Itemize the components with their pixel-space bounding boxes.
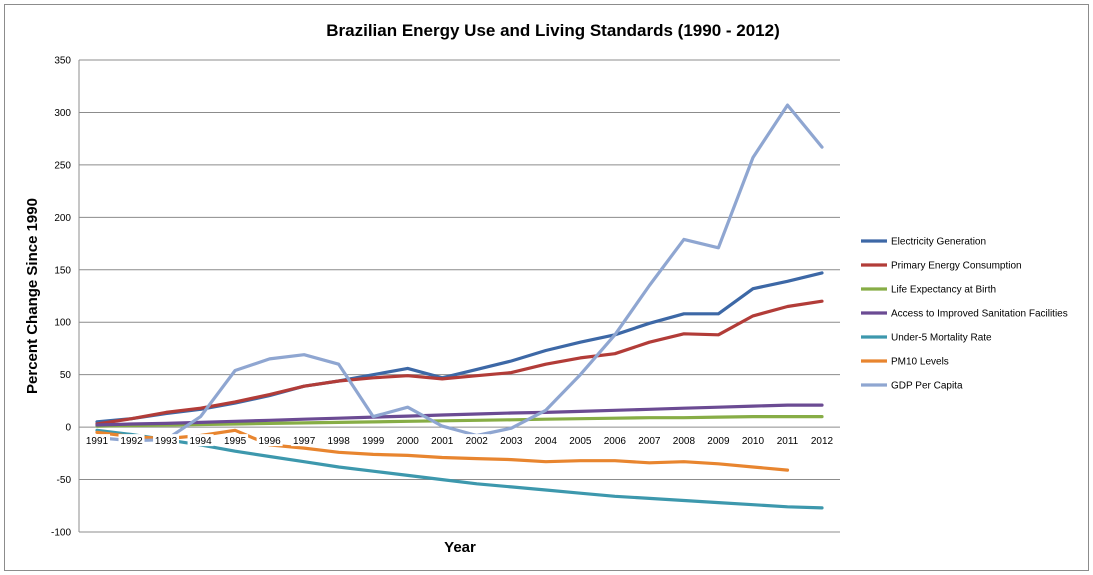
x-axis-ticks: 1991 1992 1993 1994 1995 1996 1997 1998 1999 2000… (84, 434, 835, 447)
x-tick-label-bg (84, 434, 110, 447)
legend-label: Access to Improved Sanitation Facilities (891, 309, 1068, 320)
y-axis-ticks: -100 -50 0 50 100 150 200 250 300 350 (51, 56, 71, 539)
series-line (95, 299, 824, 426)
x-tick-label: 2004 (535, 436, 558, 447)
x-tick-label-bg (498, 434, 525, 447)
x-tick-label-bg (394, 434, 421, 447)
x-tick-label: 2009 (707, 436, 730, 447)
legend-label: Under-5 Mortality Rate (891, 333, 992, 344)
legend-label: GDP Per Capita (891, 381, 963, 392)
x-tick-label: 2011 (777, 436, 799, 447)
x-tick-label-bg (532, 434, 559, 447)
x-tick-label: 1998 (328, 436, 351, 447)
series-line (95, 103, 824, 443)
y-tick-label: 300 (54, 108, 71, 119)
x-tick-label: 2005 (569, 436, 592, 447)
x-tick-label: 2007 (638, 436, 661, 447)
chart-frame: Brazilian Energy Use and Living Standard… (4, 4, 1089, 571)
legend-label: Primary Energy Consumption (891, 261, 1022, 272)
x-tick-label: 1996 (258, 436, 281, 447)
x-tick-label-bg (705, 434, 732, 447)
legend: Electricity Generation Primary Energy Con… (861, 237, 1068, 392)
x-tick-label: 1999 (362, 436, 385, 447)
legend-label: PM10 Levels (891, 357, 949, 368)
x-tick-label: 2012 (811, 436, 834, 447)
line-chart: Brazilian Energy Use and Living Standard… (24, 21, 1068, 556)
y-tick-label: 0 (65, 423, 71, 434)
chart-title: Brazilian Energy Use and Living Standard… (326, 21, 780, 40)
legend-label: Life Expectancy at Birth (891, 285, 996, 296)
y-tick-label: 150 (54, 265, 71, 276)
x-tick-label-bg (118, 434, 145, 447)
x-tick-label: 2008 (673, 436, 696, 447)
gridlines (79, 59, 840, 533)
x-tick-label-bg (222, 434, 249, 447)
x-tick-label: 2001 (431, 436, 454, 447)
y-tick-label: 50 (60, 370, 72, 381)
x-tick-label: 2010 (742, 436, 765, 447)
x-tick-label-bg (739, 434, 766, 447)
x-tick-label-bg (153, 434, 180, 447)
y-tick-label: -100 (51, 528, 71, 539)
series-line (95, 428, 790, 472)
x-tick-label-bg (636, 434, 663, 447)
x-tick-label: 2000 (397, 436, 420, 447)
x-tick-label: 1997 (293, 436, 316, 447)
y-tick-label: 100 (54, 318, 71, 329)
x-tick-label-bg (429, 434, 456, 447)
x-tick-label-bg (809, 434, 835, 447)
x-tick-label: 2002 (466, 436, 489, 447)
x-tick-label: 2003 (500, 436, 523, 447)
x-axis-title: Year (444, 539, 476, 556)
series-line (95, 403, 824, 427)
x-tick-label-bg (463, 434, 490, 447)
x-tick-label: 1995 (224, 436, 247, 447)
series-line (95, 415, 824, 428)
y-tick-label: -50 (57, 475, 72, 486)
y-tick-label: 200 (54, 213, 71, 224)
x-tick-label-bg (774, 434, 801, 447)
x-tick-label-bg (291, 434, 318, 447)
x-tick-label: 2006 (604, 436, 627, 447)
x-tick-label: 1993 (155, 436, 178, 447)
x-tick-label-bg (187, 434, 214, 447)
x-tick-label: 1994 (189, 436, 212, 447)
series-lines (95, 103, 824, 510)
x-tick-label-bg (360, 434, 387, 447)
series-line (95, 271, 824, 424)
x-tick-label-bg (325, 434, 352, 447)
x-tick-label-bg (601, 434, 628, 447)
series-line (95, 428, 824, 510)
y-tick-label: 250 (54, 160, 71, 171)
x-tick-label-bg (670, 434, 697, 447)
x-tick-label-bg (567, 434, 594, 447)
x-tick-label-bg (256, 434, 283, 447)
legend-label: Electricity Generation (891, 237, 986, 248)
y-tick-label: 350 (54, 56, 71, 67)
x-tick-label: 1992 (120, 436, 143, 447)
y-axis-title: Percent Change Since 1990 (24, 198, 41, 394)
x-tick-label: 1991 (86, 436, 109, 447)
